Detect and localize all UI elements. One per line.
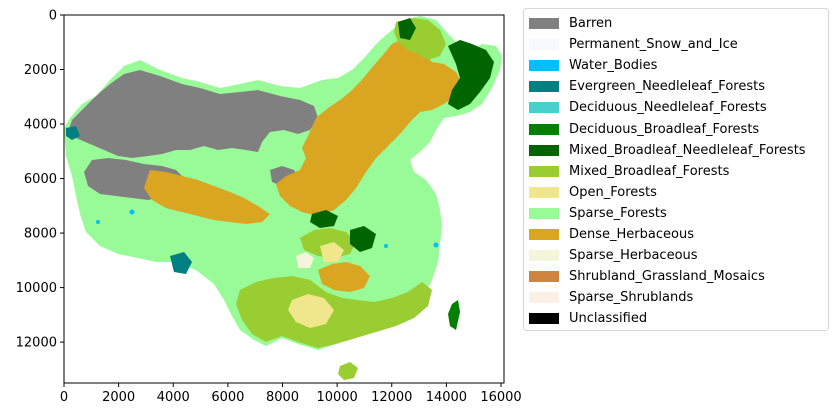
legend-label: Water_Bodies	[569, 58, 658, 74]
legend-label: Deciduous_Needleleaf_Forests	[569, 100, 767, 116]
axes-frame	[63, 14, 505, 384]
y-tick-label: 8000	[24, 227, 57, 242]
legend-swatch	[529, 123, 559, 135]
legend-swatch	[529, 81, 559, 93]
legend-swatch	[529, 39, 559, 51]
map-region-water	[384, 244, 388, 248]
y-tick-label: 2000	[24, 63, 57, 78]
legend-label: Sparse_Forests	[569, 205, 667, 221]
legend-item: Sparse_Shrublands	[529, 287, 828, 308]
map-region-open-forests	[320, 242, 344, 262]
x-tick-label: 8000	[266, 390, 299, 405]
legend-item: Water_Bodies	[529, 55, 828, 76]
x-tick-label: 6000	[211, 390, 244, 405]
legend-item: Sparse_Herbaceous	[529, 245, 828, 266]
legend-label: Shrubland_Grassland_Mosaics	[569, 269, 765, 285]
map-region-dense-herbaceous	[318, 262, 370, 292]
map-region-dense-herbaceous	[276, 38, 462, 216]
legend-label: Permanent_Snow_and_Ice	[569, 37, 738, 53]
legend-swatch	[529, 228, 559, 240]
legend-swatch	[529, 313, 559, 325]
legend-label: Evergreen_Needleleaf_Forests	[569, 79, 765, 95]
legend-swatch	[529, 250, 559, 262]
legend-item: Deciduous_Needleleaf_Forests	[529, 97, 828, 118]
map-region-mixed-needleleaf	[310, 210, 338, 228]
x-tick-label: 10000	[316, 390, 357, 405]
map-region-mixed-needleleaf	[350, 226, 376, 252]
map-region-dense-herbaceous	[144, 170, 270, 224]
legend-item: Permanent_Snow_and_Ice	[529, 34, 828, 55]
x-tick-label: 14000	[426, 390, 467, 405]
map-region-open-forests	[288, 294, 334, 328]
x-tick-label: 16000	[480, 390, 521, 405]
y-tick-label: 4000	[24, 118, 57, 133]
map-region-evergreen-needleleaf	[170, 252, 192, 274]
legend-item: Barren	[529, 13, 828, 34]
map-region-mixed-needleleaf	[448, 40, 494, 110]
map-region-mixed-needleleaf	[398, 18, 416, 40]
legend-swatch	[529, 271, 559, 283]
land-cover-map	[64, 16, 502, 380]
legend-swatch	[529, 60, 559, 72]
legend-swatch	[529, 165, 559, 177]
legend-label: Sparse_Shrublands	[569, 290, 694, 306]
legend-swatch	[529, 292, 559, 304]
legend-label: Unclassified	[569, 311, 648, 327]
legend-swatch	[529, 186, 559, 198]
legend-item: Dense_Herbaceous	[529, 224, 828, 245]
legend-item: Open_Forests	[529, 182, 828, 203]
legend-item: Sparse_Forests	[529, 203, 828, 224]
map-region-evergreen-needleleaf	[66, 126, 80, 140]
map-region-water	[129, 209, 135, 215]
legend-label: Sparse_Herbaceous	[569, 248, 698, 264]
legend-item: Mixed_Broadleaf_Needleleaf_Forests	[529, 140, 828, 161]
x-tick-label: 2000	[102, 390, 135, 405]
legend-label: Barren	[569, 16, 613, 32]
y-tick-label: 0	[49, 9, 57, 24]
legend-item: Deciduous_Broadleaf_Forests	[529, 118, 828, 139]
legend-swatch	[529, 144, 559, 156]
legend-swatch	[529, 102, 559, 114]
legend-label: Open_Forests	[569, 184, 657, 200]
legend-item: Evergreen_Needleleaf_Forests	[529, 76, 828, 97]
legend-item: Unclassified	[529, 308, 828, 329]
y-tick-label: 6000	[24, 172, 57, 187]
map-region-taiwan	[448, 300, 460, 330]
legend-label: Deciduous_Broadleaf_Forests	[569, 121, 760, 137]
map-region-barren	[68, 70, 318, 158]
legend-swatch	[529, 207, 559, 219]
x-tick-label: 12000	[371, 390, 412, 405]
legend-label: Mixed_Broadleaf_Forests	[569, 163, 730, 179]
x-tick-label: 4000	[157, 390, 190, 405]
y-tick-label: 12000	[16, 336, 57, 351]
legend-item: Mixed_Broadleaf_Forests	[529, 161, 828, 182]
legend-label: Mixed_Broadleaf_Needleleaf_Forests	[569, 142, 806, 158]
y-tick-label: 10000	[16, 281, 57, 296]
map-region-sparse-herbaceous	[296, 252, 314, 268]
x-axis: 0 2000 4000 6000 8000 10000 12000 14000 16000	[60, 383, 522, 405]
map-region-hainan	[338, 362, 358, 380]
x-tick-label: 0	[60, 390, 68, 405]
legend-label: Dense_Herbaceous	[569, 226, 694, 242]
legend: Barren Permanent_Snow_and_Ice Water_Bodies…	[523, 8, 829, 331]
map-region-water	[433, 242, 439, 248]
map-region-mixed-broadleaf	[236, 276, 432, 348]
map-region-water	[96, 220, 100, 224]
legend-item: Shrubland_Grassland_Mosaics	[529, 266, 828, 287]
legend-swatch	[529, 18, 559, 30]
y-axis: 0 2000 4000 6000 8000 10000 12000	[16, 9, 64, 351]
